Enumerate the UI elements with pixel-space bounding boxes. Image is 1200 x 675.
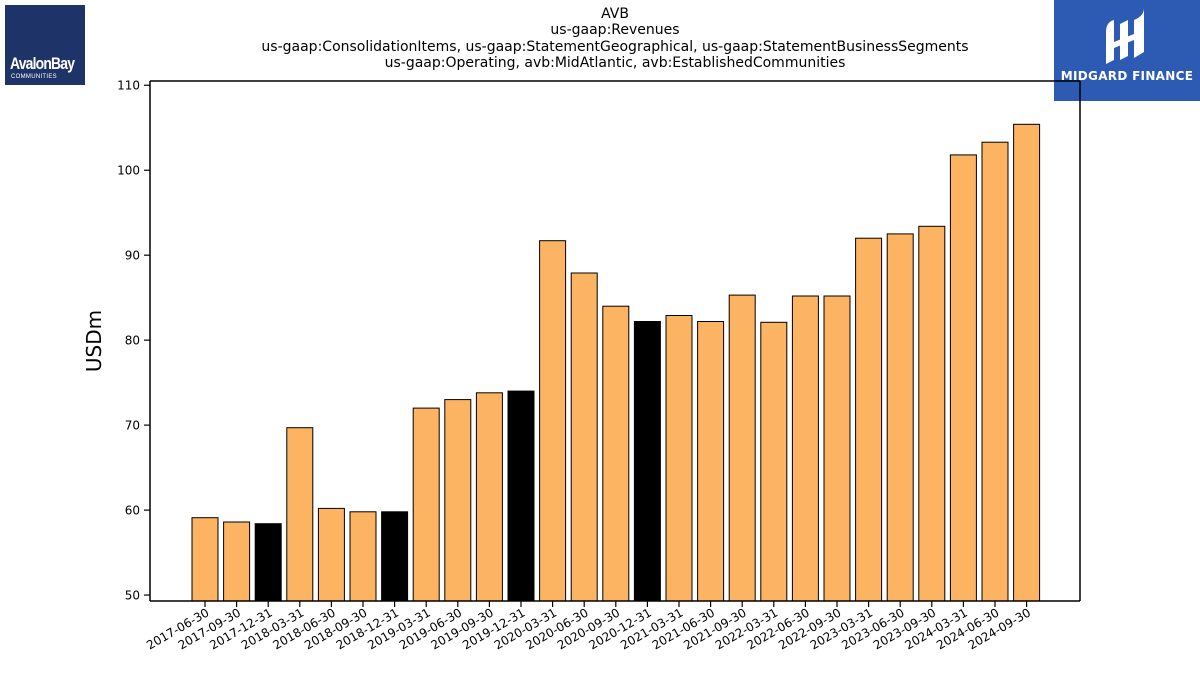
chart-bar	[349, 511, 377, 602]
chart-bar	[981, 141, 1009, 602]
chart-bar	[602, 305, 630, 602]
avalonbay-logo-text: AvalonBay	[10, 54, 75, 73]
chart-bar	[949, 154, 977, 602]
chart-bar	[539, 240, 567, 602]
midgard-mark-icon	[1106, 8, 1144, 64]
chart-bar	[412, 407, 440, 602]
avalonbay-logo-subtext: COMMUNITIES	[11, 74, 57, 80]
chart-bar	[918, 225, 946, 602]
chart-title-concept: us-gaap:Revenues	[550, 22, 680, 39]
chart-bar	[855, 237, 883, 602]
y-tick-label: 100	[117, 164, 140, 178]
y-axis-label: USDm	[82, 310, 106, 372]
midgard-logo-text: MIDGARD FINANCE	[1060, 69, 1194, 83]
chart-bar	[381, 511, 409, 602]
y-tick-label: 110	[117, 79, 140, 93]
midgard-finance-logo: MIDGARD FINANCE	[1054, 0, 1200, 101]
chart-bar	[886, 233, 914, 602]
chart-bar	[254, 523, 282, 602]
chart-bar	[791, 295, 819, 602]
chart-bar	[317, 507, 345, 602]
chart-bar	[223, 521, 251, 602]
y-tick-label: 50	[125, 589, 140, 603]
chart-bar	[1013, 123, 1041, 602]
chart-title-axes: us-gaap:ConsolidationItems, us-gaap:Stat…	[261, 38, 969, 55]
chart-bar	[570, 272, 598, 602]
y-tick-label: 90	[125, 249, 140, 263]
chart-bar	[444, 399, 472, 602]
chart-bar	[633, 321, 661, 602]
chart-title-members: us-gaap:Operating, avb:MidAtlantic, avb:…	[384, 54, 846, 71]
chart-bar	[475, 392, 503, 602]
y-tick-label: 60	[125, 504, 140, 518]
chart-bar	[286, 427, 314, 602]
chart-bar	[728, 294, 756, 602]
chart-bar	[760, 321, 788, 602]
chart-bar	[823, 295, 851, 602]
y-tick-label: 70	[125, 419, 140, 433]
avalonbay-logo: AvalonBay COMMUNITIES	[5, 5, 85, 85]
chart-title-block: AVB us-gaap:Revenues us-gaap:Consolidati…	[150, 6, 1080, 71]
chart-bar	[697, 321, 725, 602]
y-tick-label: 80	[125, 334, 140, 348]
chart-title-ticker: AVB	[601, 6, 629, 22]
chart-bar	[507, 390, 535, 602]
chart-bar	[191, 517, 219, 602]
chart-bar	[665, 315, 693, 602]
